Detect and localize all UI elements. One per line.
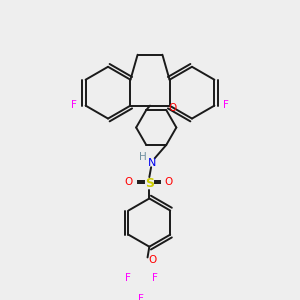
- Text: F: F: [152, 273, 158, 283]
- Text: F: F: [223, 100, 229, 110]
- Text: S: S: [145, 177, 154, 190]
- Text: F: F: [71, 100, 77, 110]
- Text: O: O: [148, 255, 156, 265]
- Text: N: N: [148, 158, 156, 168]
- Text: F: F: [124, 273, 130, 283]
- Text: O: O: [168, 103, 177, 113]
- Text: F: F: [138, 293, 144, 300]
- Text: H: H: [139, 152, 147, 162]
- Text: O: O: [125, 177, 133, 188]
- Text: O: O: [165, 177, 173, 188]
